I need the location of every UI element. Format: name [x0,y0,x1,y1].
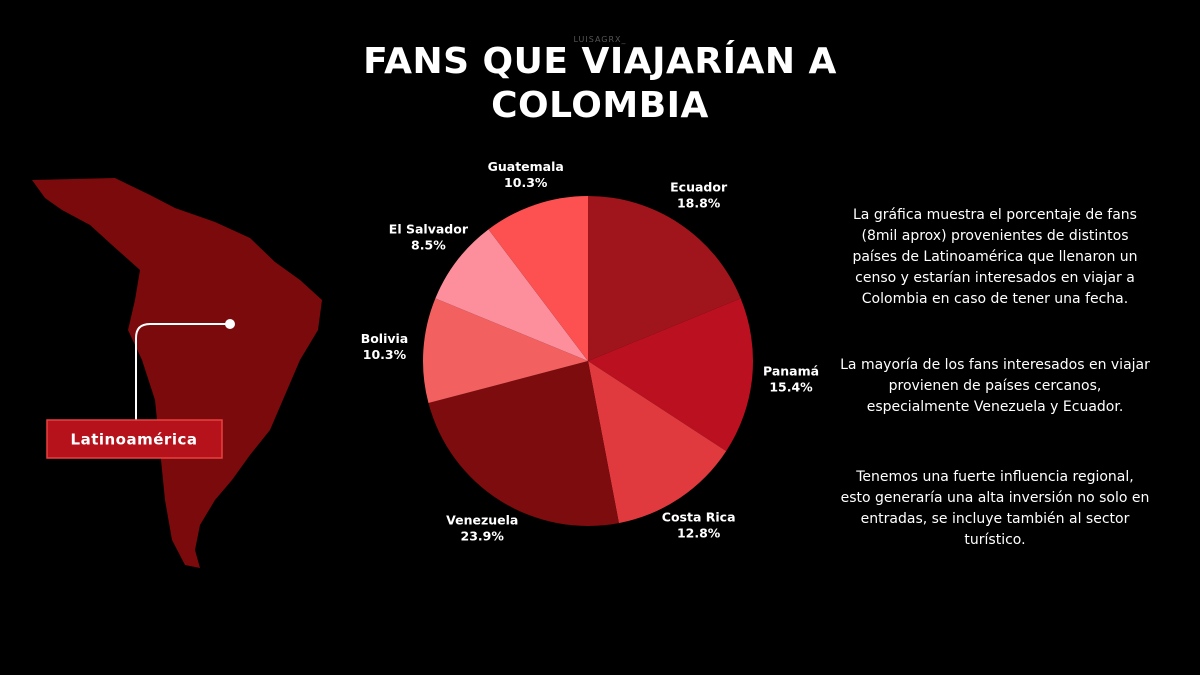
slice-label: Costa Rica [662,510,736,525]
map-label-box [46,419,223,459]
connector [135,323,230,420]
pie-slice [588,361,727,524]
pie-slice [422,298,588,404]
slice-value-label: 23.9% [461,528,505,543]
slice-label: Panamá [763,364,819,379]
map-label: Latinoamérica [71,431,198,449]
paragraph: Tenemos una fuerte influencia regional, … [840,469,1150,548]
map [32,178,322,568]
slice-value-label: 8.5% [411,237,446,252]
slice-label: Ecuador [670,179,728,194]
slice-label: Bolivia [361,331,409,346]
pie-slice [588,196,741,361]
slice-label: El Salvador [389,221,469,236]
slice-label: Guatemala [488,159,564,174]
slice-value-label: 18.8% [677,195,721,210]
pie-slice [428,361,619,526]
watermark: LUISAGRX_ [573,35,627,44]
slice-value-label: 10.3% [363,347,407,362]
slice-value-label: 15.4% [769,380,813,395]
pie-slice [588,298,754,452]
slice-value-label: 10.3% [504,175,548,190]
paragraph: La mayoría de los fans interesados en vi… [840,357,1150,415]
chart-title: FANS QUE VIAJARÍAN A COLOMBIA [363,41,837,126]
pie-slice [435,229,588,361]
slice-value-label: 12.8% [677,526,721,541]
pie-slice [488,196,588,361]
connector-dot [225,319,235,329]
slice-label: Venezuela [446,512,518,527]
paragraph: La gráfica muestra el porcentaje de fans… [852,207,1138,307]
